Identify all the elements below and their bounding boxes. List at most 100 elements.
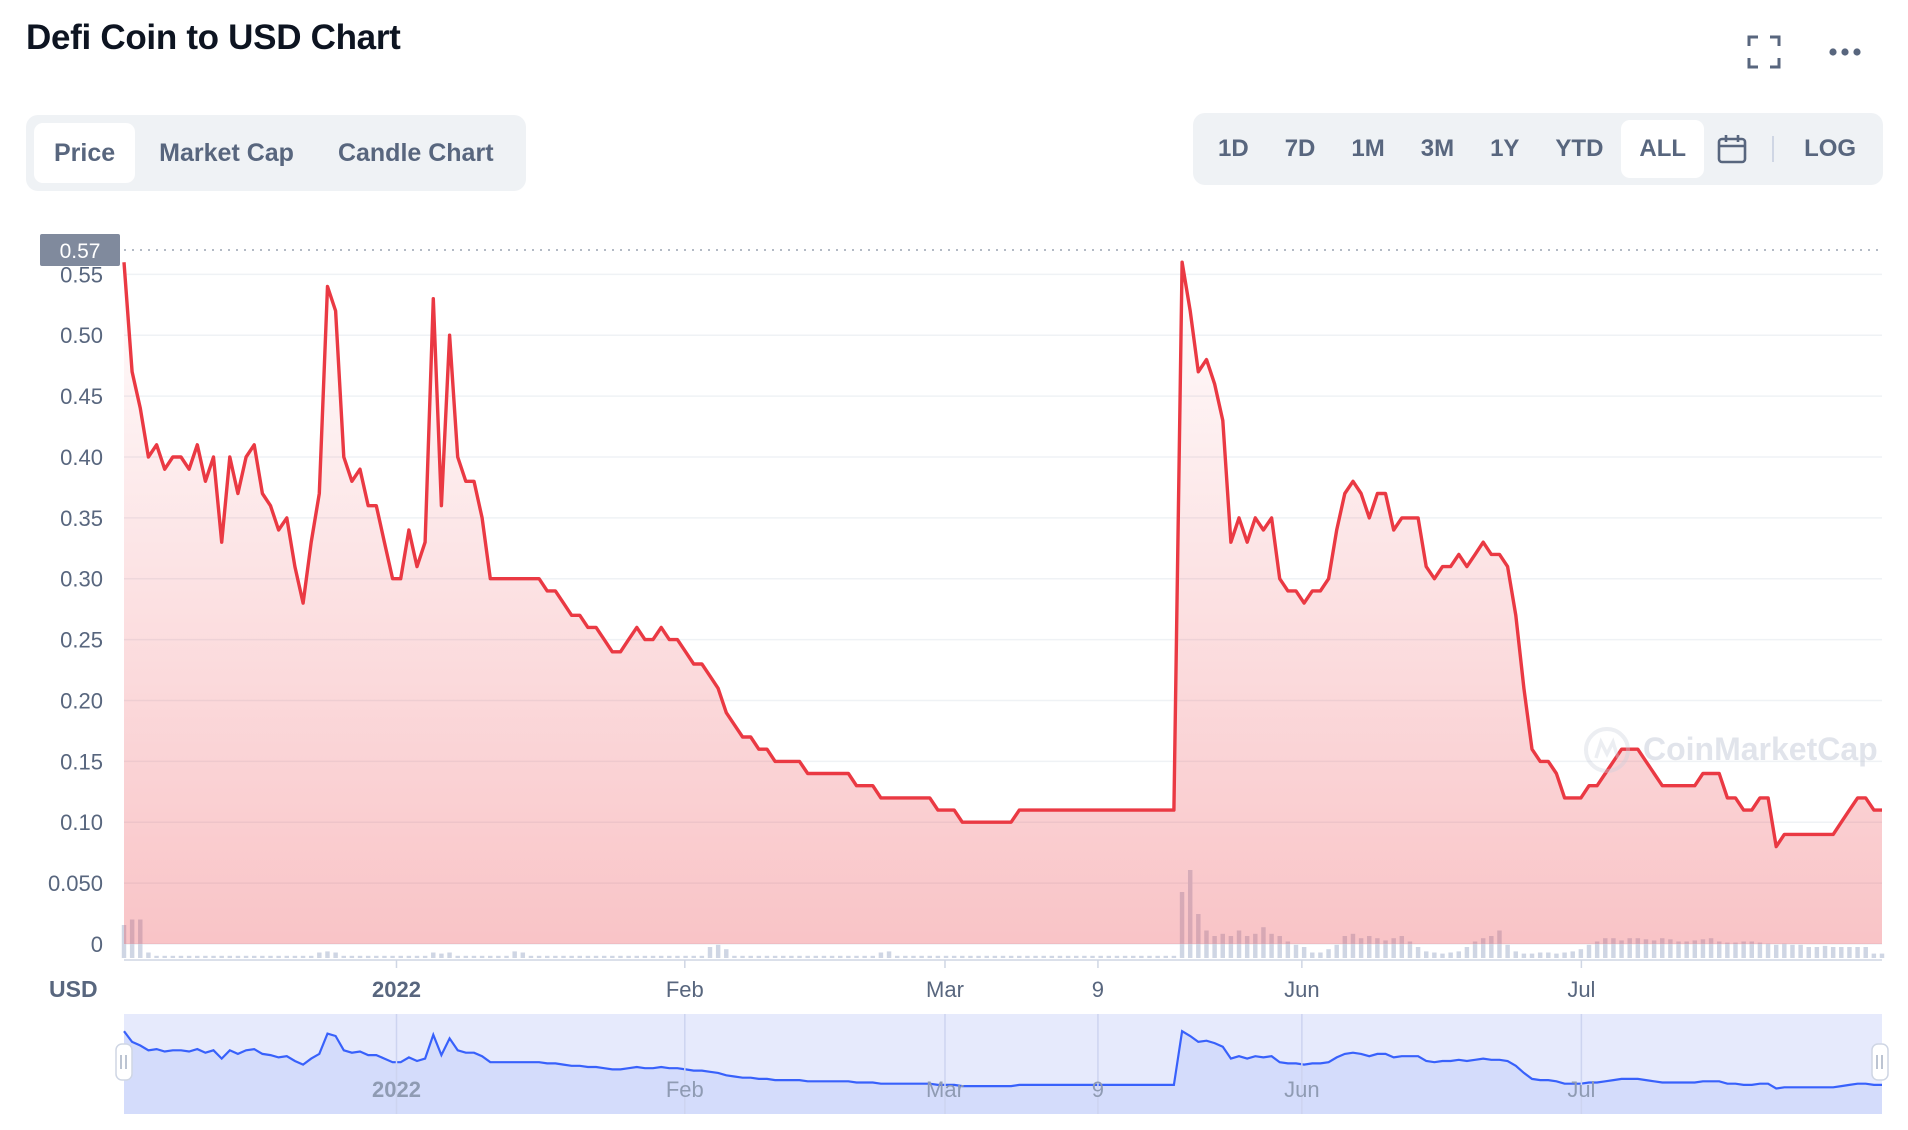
volume-bar xyxy=(1049,955,1055,958)
volume-bar xyxy=(1204,930,1209,958)
navigator-left-handle[interactable] xyxy=(115,1043,133,1081)
volume-bar xyxy=(439,953,444,958)
volume-bar xyxy=(870,955,876,958)
range-1d-button[interactable]: 1D xyxy=(1218,135,1249,162)
volume-bar xyxy=(797,955,802,958)
volume-bar xyxy=(1155,955,1160,958)
range-all-button[interactable]: ALL xyxy=(1621,120,1705,178)
volume-bar xyxy=(219,955,224,958)
volume-bar xyxy=(992,955,998,958)
volume-bar xyxy=(431,952,436,958)
volume-bar xyxy=(1537,952,1543,958)
x-tick-label: Feb xyxy=(666,977,704,1002)
y-tick-label: 0.10 xyxy=(60,810,103,835)
volume-bar xyxy=(846,955,851,958)
navigator-right-handle[interactable] xyxy=(1871,1043,1889,1081)
range-3m-button[interactable]: 3M xyxy=(1420,135,1455,162)
volume-bar xyxy=(1855,947,1860,958)
volume-bar xyxy=(601,955,607,958)
volume-bar xyxy=(1033,955,1038,958)
range-navigator[interactable]: 2022 Feb Mar 9 Jun Jul xyxy=(115,1014,1889,1114)
range-7d-button[interactable]: 7D xyxy=(1284,135,1316,162)
y-axis-label: USD xyxy=(49,976,98,1002)
volume-bar xyxy=(463,955,469,958)
volume-bar xyxy=(1489,936,1494,958)
volume-bar xyxy=(1505,944,1510,958)
volume-bar xyxy=(1790,944,1795,958)
volume-bar xyxy=(976,955,981,958)
volume-bar xyxy=(1822,945,1828,958)
volume-bar xyxy=(1383,940,1388,958)
y-tick-label: 0.30 xyxy=(60,567,103,592)
volume-bar xyxy=(292,955,298,958)
volume-bar xyxy=(308,955,314,958)
volume-bar xyxy=(536,955,542,958)
y-tick-label: 0.55 xyxy=(60,262,103,287)
volume-bar xyxy=(1635,938,1641,958)
more-options-icon[interactable] xyxy=(1821,30,1869,74)
navigator-x-label: Jul xyxy=(1567,1077,1595,1102)
x-tick-label: Jun xyxy=(1284,977,1319,1002)
x-axis: 2022 Feb Mar 9 Jun Jul xyxy=(372,960,1595,1002)
y-tick-label: 0.40 xyxy=(60,445,103,470)
volume-bar xyxy=(862,955,867,958)
volume-bar xyxy=(471,955,477,958)
current-price-label: 0.57 xyxy=(60,240,101,263)
volume-bar xyxy=(829,955,835,958)
volume-bar xyxy=(561,955,566,958)
volume-bar xyxy=(1147,955,1152,958)
fullscreen-icon[interactable] xyxy=(1740,30,1788,74)
tab-price[interactable]: Price xyxy=(34,123,136,183)
y-axis: 0 0.050 0.10 0.15 0.20 0.25 0.30 0.35 0.40 0.45 0.… xyxy=(48,262,103,957)
volume-bar xyxy=(1244,936,1250,958)
log-scale-button[interactable]: LOG xyxy=(1804,135,1857,162)
volume-bar xyxy=(1562,952,1567,958)
current-price-badge xyxy=(40,234,120,266)
volume-bar xyxy=(553,955,558,958)
tab-candle-chart[interactable]: Candle Chart xyxy=(337,138,494,167)
volume-bar xyxy=(195,955,200,958)
volume-bar xyxy=(1171,955,1177,958)
volume-bar xyxy=(886,951,892,958)
range-ytd-button[interactable]: YTD xyxy=(1555,135,1604,162)
volume-bar xyxy=(544,955,550,958)
volume-bars xyxy=(121,870,1885,958)
volume-bar xyxy=(1692,940,1698,958)
volume-bar xyxy=(1651,940,1657,958)
page-title: Defi Coin to USD Chart xyxy=(26,18,401,57)
coinmarketcap-logo-icon xyxy=(1584,727,1630,773)
volume-bar xyxy=(422,955,428,958)
volume-bar xyxy=(382,955,387,958)
range-1m-button[interactable]: 1M xyxy=(1351,135,1385,162)
navigator-x-label: Jun xyxy=(1284,1077,1319,1102)
volume-bar xyxy=(691,955,696,958)
volume-bar xyxy=(1660,938,1665,958)
volume-bar xyxy=(365,955,371,958)
range-1y-button[interactable]: 1Y xyxy=(1490,135,1520,162)
volume-bar xyxy=(1432,952,1437,958)
volume-bar xyxy=(1139,955,1144,958)
volume-bar xyxy=(1814,947,1820,958)
volume-bar xyxy=(919,955,924,958)
tab-market-cap[interactable]: Market Cap xyxy=(159,138,294,167)
y-tick-label: 0 xyxy=(91,932,103,957)
volume-bar xyxy=(740,955,745,958)
volume-bar xyxy=(951,955,957,958)
calendar-icon[interactable] xyxy=(1704,120,1760,178)
volume-bar xyxy=(357,955,363,958)
volume-bar xyxy=(1350,933,1356,958)
volume-bar xyxy=(1871,953,1877,958)
volume-bar xyxy=(349,955,355,958)
volume-bar xyxy=(1806,947,1811,958)
volume-bar xyxy=(1676,941,1681,958)
volume-bar xyxy=(1863,947,1868,958)
volume-bar xyxy=(748,955,753,958)
volume-bar xyxy=(1310,952,1315,958)
volume-bar xyxy=(317,952,322,958)
volume-bar xyxy=(325,951,330,958)
volume-bar xyxy=(1293,944,1299,958)
volume-bar xyxy=(1326,949,1331,958)
volume-bar xyxy=(1236,930,1242,958)
volume-bar xyxy=(488,955,493,958)
